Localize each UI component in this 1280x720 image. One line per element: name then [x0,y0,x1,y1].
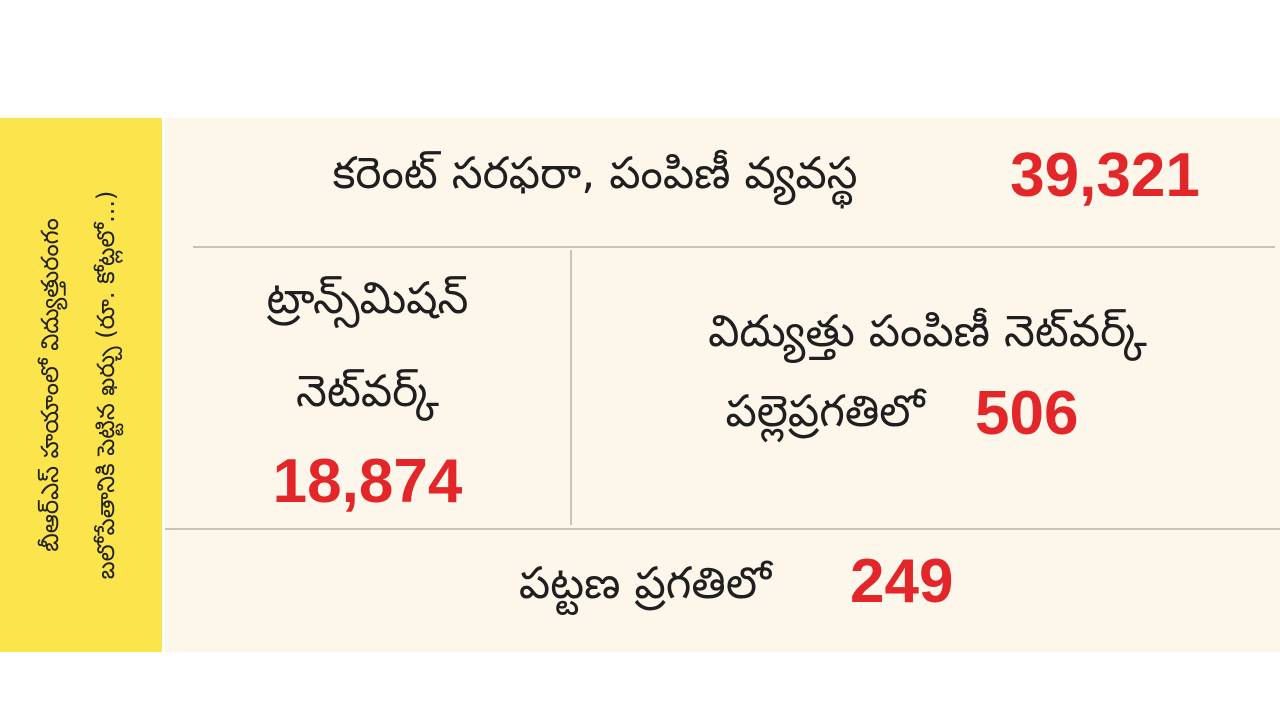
item-amount: 39,321 [1010,141,1200,210]
sidebar: బీఆర్ఎస్ హయాంలో విద్యుత్తురంగం బలోపేతాని… [0,118,162,652]
item-label: విద్యుత్తు పంపిణీ నెట్‌వర్క్ [708,306,1147,357]
sidebar-subtitle: బలోపేతానికి పెట్టిన ఖర్చు (రూ. కోట్లలో..… [92,190,120,580]
item-label: నెట్‌వర్క్ [296,366,439,417]
item-label: ట్రాన్స్‌మిషన్ [266,273,469,324]
divider [570,250,572,525]
panel: కరెంట్ సరఫరా, పంపిణీ వ్యవస్థ 39,321 ట్రా… [165,118,1280,652]
item-amount: 506 [975,379,1079,448]
divider [193,246,1275,248]
item-amount: 18,874 [272,447,463,516]
divider [165,528,1280,530]
sidebar-title: బీఆర్ఎస్ హయాంలో విద్యుత్తురంగం [36,218,64,552]
item-amount: 249 [850,547,954,616]
item-label: పల్లెప్రగతిలో [725,386,925,437]
item-label: పట్టణ ప్రగతిలో [518,558,772,609]
item-label: కరెంట్ సరఫరా, పంపిణీ వ్యవస్థ [332,148,858,199]
